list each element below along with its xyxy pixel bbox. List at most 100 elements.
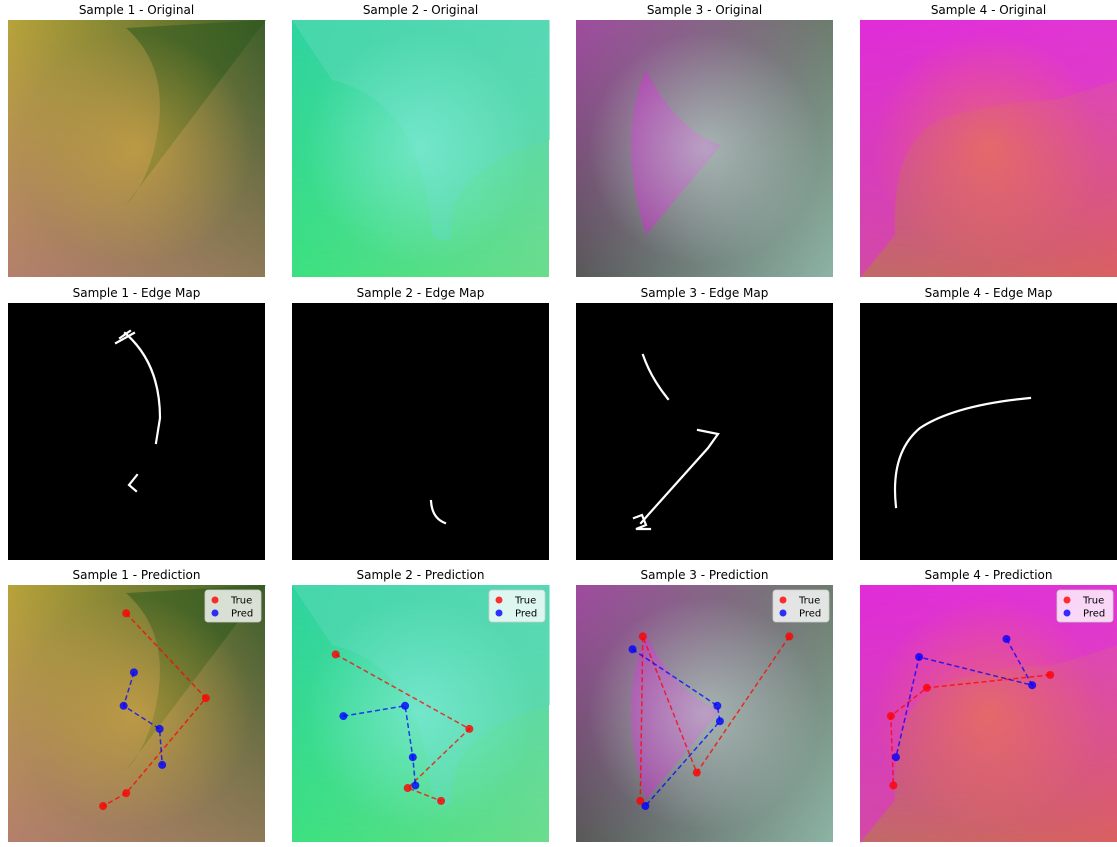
panel-edge-1: Sample 1 - Edge Map <box>8 286 265 560</box>
legend-marker-pred <box>1063 609 1071 617</box>
point-true-2 <box>692 768 701 777</box>
panel-image <box>8 20 266 277</box>
panel-title: Sample 3 - Original <box>647 3 762 17</box>
panel-image: True Pred <box>292 585 550 842</box>
edge-line <box>114 329 162 493</box>
series-line-true <box>639 635 790 801</box>
point-pred-3 <box>715 717 724 726</box>
panel-title: Sample 1 - Edge Map <box>73 286 201 300</box>
panel-original-1: Sample 1 - Original <box>8 3 266 277</box>
point-pred-4 <box>641 802 650 811</box>
panel-title: Sample 4 - Edge Map <box>925 286 1053 300</box>
legend-marker-true <box>495 596 503 604</box>
point-pred-4 <box>158 760 167 769</box>
point-true-3 <box>886 712 895 721</box>
panel-edge-3: Sample 3 - Edge Map <box>576 286 833 560</box>
panel-title: Sample 1 - Original <box>79 3 194 17</box>
panel-title: Sample 3 - Edge Map <box>641 286 769 300</box>
point-pred-3 <box>155 724 164 733</box>
series-line-pred <box>632 648 721 807</box>
point-true-3 <box>638 632 647 641</box>
series-line-true <box>890 674 1051 786</box>
series-line-pred <box>343 704 417 786</box>
point-pred-2 <box>119 701 128 710</box>
point-pred-2 <box>1028 681 1037 690</box>
legend-label-pred: Pred <box>1083 609 1105 620</box>
legend: True Pred <box>488 589 546 623</box>
point-pred-4 <box>411 781 420 790</box>
panel-image <box>8 303 265 560</box>
point-true-4 <box>636 796 645 805</box>
point-true-4 <box>99 802 108 811</box>
panel-prediction-2: Sample 2 - Prediction True Pred <box>292 568 550 842</box>
legend-label-true: True <box>514 596 536 607</box>
point-true-3 <box>403 784 412 793</box>
point-pred-1 <box>129 668 138 677</box>
panel-image <box>860 20 1117 278</box>
point-true-2 <box>922 683 931 692</box>
panel-original-2: Sample 2 - Original <box>292 3 550 277</box>
panel-title: Sample 2 - Prediction <box>356 568 484 582</box>
panel-image: True Pred <box>860 585 1117 843</box>
legend: True Pred <box>1056 589 1114 623</box>
point-pred-3 <box>915 652 924 661</box>
edge-line <box>893 396 1032 509</box>
edge-line <box>632 353 720 531</box>
panel-title: Sample 1 - Prediction <box>72 568 200 582</box>
panel-image <box>860 303 1117 560</box>
legend-label-true: True <box>798 596 820 607</box>
panel-original-3: Sample 3 - Original <box>576 3 833 277</box>
series-line-pred <box>122 672 163 765</box>
legend-marker-true <box>211 596 219 604</box>
series-line-pred <box>895 638 1034 758</box>
legend-marker-pred <box>495 609 503 617</box>
panel-prediction-3: Sample 3 - Prediction True Pred <box>576 568 833 842</box>
point-true-1 <box>331 650 340 659</box>
legend-marker-true <box>779 596 787 604</box>
panel-title: Sample 4 - Original <box>931 3 1046 17</box>
point-pred-1 <box>628 645 637 654</box>
panel-image <box>576 20 833 277</box>
panel-grid: Sample 1 - Original Sample 2 - Original Sa… <box>8 3 1117 843</box>
point-pred-3 <box>408 753 417 762</box>
panel-edge-2: Sample 2 - Edge Map <box>292 286 549 560</box>
point-true-3 <box>122 789 131 798</box>
legend-marker-true <box>1063 596 1071 604</box>
panel-title: Sample 2 - Edge Map <box>357 286 485 300</box>
series-line-true <box>102 612 207 807</box>
point-true-1 <box>1046 670 1055 679</box>
legend-label-pred: Pred <box>515 609 537 620</box>
point-true-4 <box>889 781 898 790</box>
panel-image <box>576 303 833 560</box>
panel-original-4: Sample 4 - Original <box>860 3 1117 278</box>
panel-prediction-4: Sample 4 - Prediction True Pred <box>860 568 1117 843</box>
point-true-2 <box>465 724 474 733</box>
panel-image <box>292 303 549 560</box>
legend-marker-pred <box>779 609 787 617</box>
point-true-2 <box>201 694 210 703</box>
legend-label-true: True <box>230 596 252 607</box>
point-pred-2 <box>401 701 410 710</box>
panel-edge-4: Sample 4 - Edge Map <box>860 286 1117 560</box>
legend-label-pred: Pred <box>231 609 253 620</box>
legend-label-pred: Pred <box>799 609 821 620</box>
point-pred-1 <box>339 712 348 721</box>
point-true-1 <box>785 632 794 641</box>
panel-image: True Pred <box>8 585 266 842</box>
point-true-4 <box>437 796 446 805</box>
panel-image: True Pred <box>576 585 833 842</box>
legend-label-true: True <box>1082 596 1104 607</box>
point-pred-2 <box>713 701 722 710</box>
legend-marker-pred <box>211 609 219 617</box>
legend: True Pred <box>772 589 830 623</box>
edge-line <box>429 499 447 525</box>
point-true-1 <box>122 609 131 618</box>
panel-prediction-1: Sample 1 - Prediction True Pred <box>8 568 266 842</box>
legend: True Pred <box>204 589 262 623</box>
panel-title: Sample 2 - Original <box>363 3 478 17</box>
series-line-true <box>335 653 471 802</box>
panel-title: Sample 4 - Prediction <box>924 568 1052 582</box>
point-pred-1 <box>1002 634 1011 643</box>
panel-title: Sample 3 - Prediction <box>640 568 768 582</box>
